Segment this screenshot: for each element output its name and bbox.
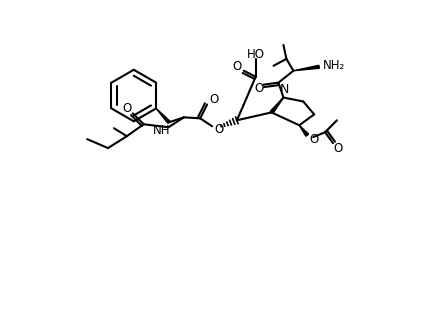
Text: O: O: [333, 142, 343, 155]
Text: O: O: [309, 133, 319, 146]
Text: O: O: [122, 102, 131, 115]
Text: HO: HO: [247, 48, 265, 61]
Text: O: O: [232, 60, 241, 73]
Text: NH₂: NH₂: [323, 59, 345, 72]
Text: O: O: [210, 93, 219, 106]
Polygon shape: [293, 65, 319, 71]
Polygon shape: [299, 125, 309, 136]
Text: O: O: [214, 123, 224, 136]
Text: N: N: [280, 83, 289, 96]
Text: NH: NH: [153, 124, 170, 137]
Polygon shape: [270, 98, 283, 113]
Text: O: O: [254, 82, 263, 95]
Polygon shape: [156, 108, 170, 123]
